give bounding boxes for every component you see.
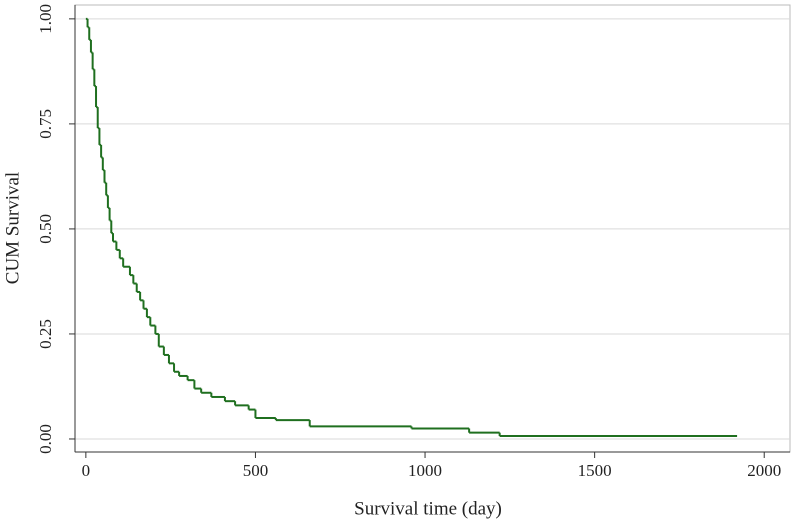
- x-tick-label: 0: [82, 461, 91, 480]
- x-axis-title: Survival time (day): [354, 498, 502, 519]
- x-tick-label: 1000: [408, 461, 442, 480]
- y-axis-title: CUM Survival: [2, 172, 23, 284]
- y-tick-label: 0.50: [36, 214, 55, 244]
- y-tick-label: 0.75: [36, 109, 55, 139]
- x-tick-label: 2000: [747, 461, 781, 480]
- y-tick-label: 1.00: [36, 4, 55, 34]
- y-tick-label: 0.25: [36, 319, 55, 349]
- x-tick-label: 1500: [578, 461, 612, 480]
- y-tick-label: 0.00: [36, 424, 55, 454]
- x-tick-label: 500: [243, 461, 269, 480]
